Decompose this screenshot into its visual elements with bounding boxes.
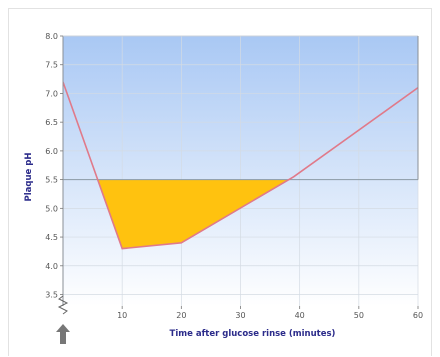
y-tick-label: 6.0 — [45, 147, 58, 156]
y-tick-label: 3.5 — [45, 291, 58, 300]
x-tick-label: 10 — [117, 311, 127, 320]
y-tick-label: 5.0 — [45, 204, 58, 213]
x-tick-label: 20 — [176, 311, 186, 320]
y-tick-label: 7.0 — [45, 89, 58, 98]
y-tick-label: 5.5 — [45, 176, 58, 185]
y-tick-label: 7.5 — [45, 61, 58, 70]
y-axis-title: Plaque pH — [24, 153, 34, 202]
chart-panel: 3.5 4.0 4.5 5.0 5.5 6.0 6.5 7.0 7.5 8.0 10 20 30 40 50… — [8, 8, 432, 356]
y-tick-label: 8.0 — [45, 32, 58, 41]
up-arrow-icon — [56, 324, 70, 344]
x-axis-title: Time after glucose rinse (minutes) — [170, 329, 336, 339]
x-tick-label: 50 — [354, 311, 364, 320]
x-tick-label: 40 — [295, 311, 305, 320]
y-tick-label: 4.5 — [45, 233, 58, 242]
x-tick-label: 60 — [413, 311, 423, 320]
y-tick-label: 6.5 — [45, 118, 58, 127]
y-tick-label: 4.0 — [45, 262, 58, 271]
x-tick-label: 30 — [235, 311, 245, 320]
plaque-ph-chart: 3.5 4.0 4.5 5.0 5.5 6.0 6.5 7.0 7.5 8.0 10 20 30 40 50… — [9, 9, 433, 357]
